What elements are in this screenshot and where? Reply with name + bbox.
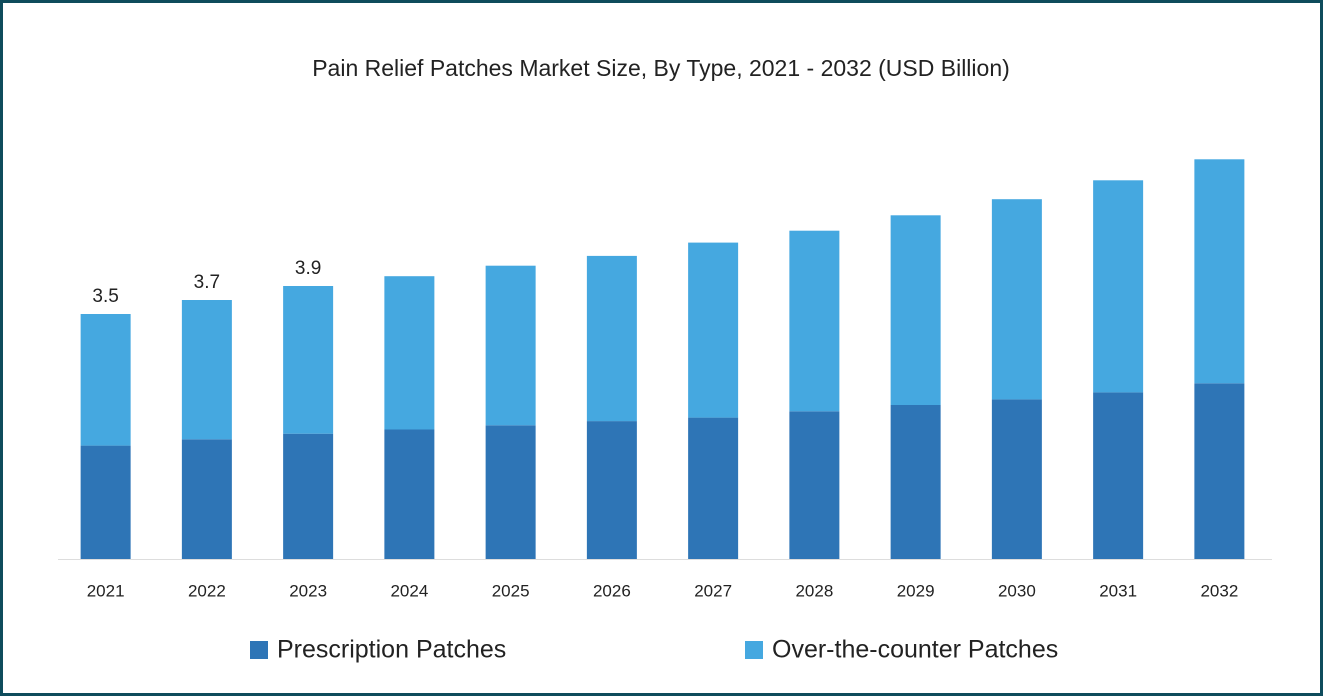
bar-segment	[80, 445, 131, 559]
x-tick-label: 2030	[998, 581, 1036, 600]
x-tick-label: 2022	[188, 581, 226, 600]
total-label: 3.5	[92, 286, 118, 307]
bar-segment	[688, 417, 739, 559]
bar-segment	[485, 425, 536, 559]
bar-segment	[181, 439, 232, 559]
bar-segment	[283, 286, 334, 434]
legend-swatch	[250, 641, 268, 659]
chart-title: Pain Relief Patches Market Size, By Type…	[312, 55, 1010, 81]
x-tick-label: 2024	[390, 581, 428, 600]
bar-segment	[890, 405, 941, 559]
x-tick-label: 2029	[897, 581, 935, 600]
x-tick-label: 2025	[492, 581, 530, 600]
bar-segment	[384, 276, 435, 430]
x-tick-label: 2028	[795, 581, 833, 600]
total-label: 3.9	[295, 258, 321, 279]
legend-label: Over-the-counter Patches	[772, 636, 1058, 664]
bar-segment	[181, 300, 232, 440]
bar-segment	[384, 429, 435, 559]
x-tick-label: 2031	[1099, 581, 1137, 600]
bar-segment	[485, 265, 536, 426]
legend-swatch	[745, 641, 763, 659]
x-tick-label: 2023	[289, 581, 327, 600]
x-tick-label: 2021	[87, 581, 125, 600]
bar-segment	[80, 314, 131, 446]
bar-segment	[586, 421, 637, 559]
bar-segment	[991, 199, 1042, 400]
bar-segment	[890, 215, 941, 405]
bar-segment	[789, 230, 840, 412]
bar-segment	[283, 433, 334, 559]
legend-label: Prescription Patches	[277, 636, 506, 664]
bar-segment	[688, 242, 739, 418]
bar-segment	[1093, 180, 1144, 393]
x-tick-label: 2032	[1200, 581, 1238, 600]
bar-segment	[789, 411, 840, 559]
bar-segment	[1194, 383, 1245, 559]
bar-segment	[1194, 159, 1245, 384]
bar-segment	[586, 255, 637, 422]
bar-segment	[1093, 392, 1144, 559]
bar-segment	[991, 399, 1042, 559]
x-tick-label: 2027	[694, 581, 732, 600]
total-label: 3.7	[194, 272, 220, 293]
x-tick-label: 2026	[593, 581, 631, 600]
